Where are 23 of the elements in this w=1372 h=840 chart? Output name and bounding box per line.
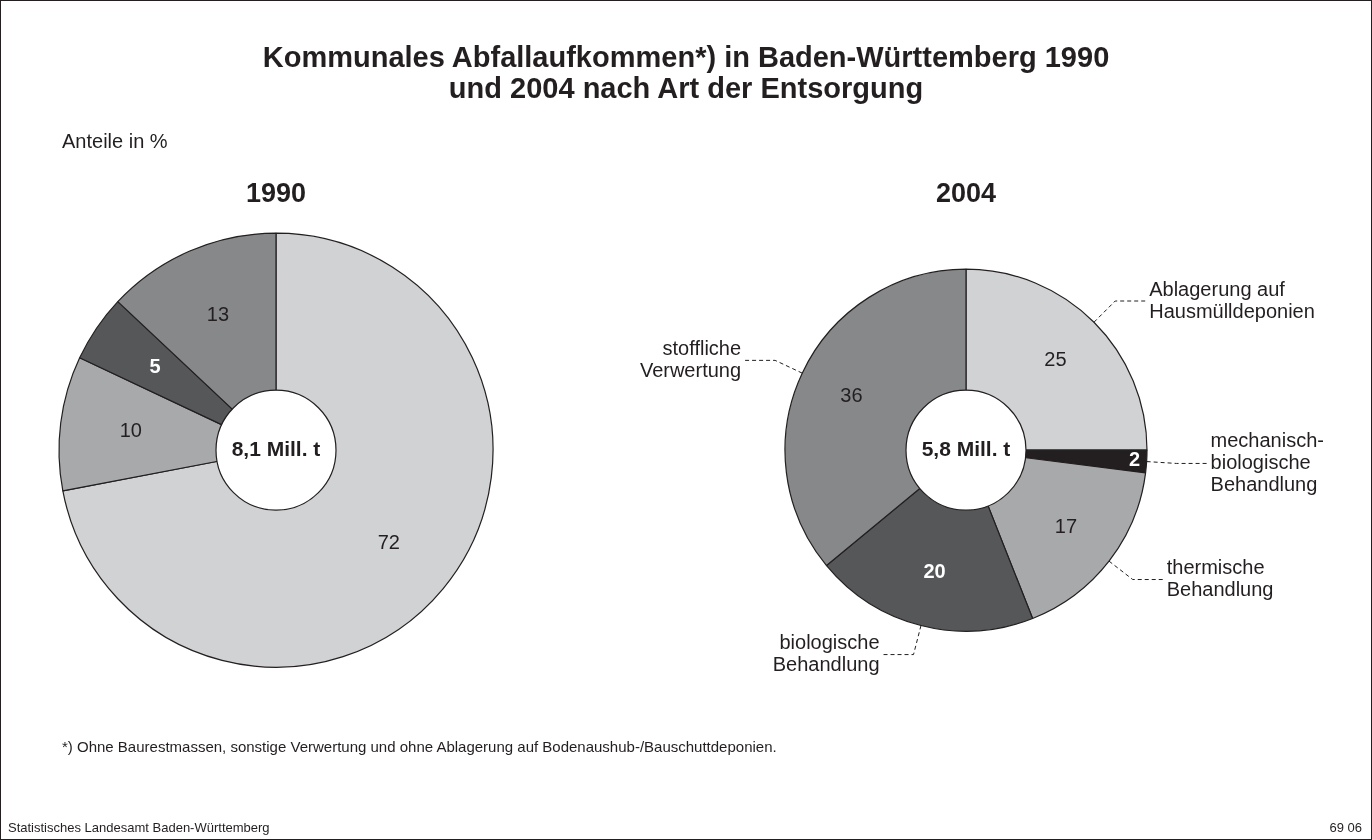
text: *) Ohne Baurestmassen, sonstige Verwertung und ohne Ablagerung auf Bodenaushub-/Bauschuttdeponien.: [62, 738, 777, 755]
data-label: 13: [206, 303, 229, 326]
data-label: 17: [1054, 515, 1078, 538]
slice-label: thermische Behandlung: [1166, 556, 1274, 601]
data-label: 25: [1044, 348, 1067, 371]
text: 5,8 Mill. t: [921, 437, 1011, 460]
data-label: 72: [377, 531, 400, 553]
slice-label: biologische Behandlung: [772, 631, 880, 676]
data-label: 36: [840, 383, 863, 406]
slice-label: mechanisch-biologische Behandlung: [1210, 428, 1324, 495]
chart-title: 2004: [935, 177, 997, 208]
text: Anteile in %: [62, 130, 168, 153]
text: 8,1 Mill. t: [231, 437, 321, 460]
slice-label: Ablagerung auf Hausmülldeponien: [1149, 277, 1315, 322]
slice-label: stoffliche Verwertung: [639, 336, 742, 381]
data-label: 20: [923, 560, 946, 583]
chart-title: 1990: [245, 177, 307, 208]
text: Statistisches Landesamt Baden-Württemberg: [8, 820, 270, 835]
data-label: 5: [149, 355, 161, 378]
text: 69 06: [1329, 820, 1362, 835]
data-label: 10: [119, 419, 142, 442]
text: Kommunales Abfallaufkommen*) in Baden-Württemberg 1990 und 2004 nach Art der Entsorgung: [261, 41, 1111, 104]
data-label: 2: [1129, 448, 1141, 471]
